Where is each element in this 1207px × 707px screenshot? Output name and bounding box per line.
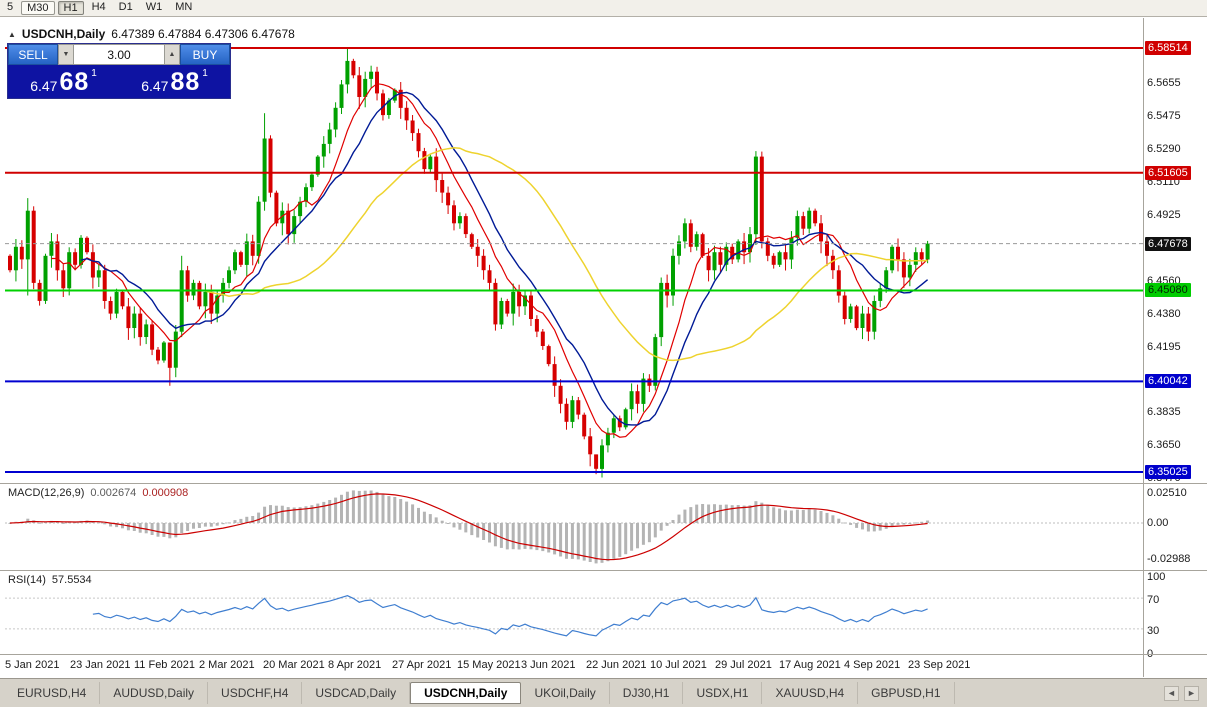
timeframe-button-h4[interactable]: H4 bbox=[91, 1, 106, 13]
sell-price-display[interactable]: 6.47 68 1 bbox=[8, 65, 119, 98]
date-axis-label: 4 Sep 2021 bbox=[844, 659, 901, 671]
chart-ohlc-values: 6.47389 6.47884 6.47306 6.47678 bbox=[111, 27, 295, 41]
price-level-badge: 6.51605 bbox=[1145, 166, 1191, 180]
date-axis-label: 3 Jun 2021 bbox=[521, 659, 576, 671]
rsi-axis-tick: 100 bbox=[1147, 571, 1166, 583]
date-axis-label: 29 Jul 2021 bbox=[715, 659, 772, 671]
tabs-scroll-right-button[interactable]: ► bbox=[1184, 685, 1199, 701]
buy-price-base: 6.47 bbox=[141, 78, 169, 94]
price-axis-tick: 6.4195 bbox=[1147, 341, 1181, 353]
date-axis-label: 5 Jan 2021 bbox=[5, 659, 60, 671]
price-level-badge: 6.40042 bbox=[1145, 374, 1191, 388]
chart-title: ▲ USDCNH,Daily 6.47389 6.47884 6.47306 6… bbox=[8, 27, 295, 41]
macd-main-value: 0.002674 bbox=[90, 487, 137, 499]
date-axis-label: 23 Jan 2021 bbox=[70, 659, 131, 671]
timeframe-button-5[interactable]: 5 bbox=[7, 1, 14, 13]
macd-name: MACD(12,26,9) bbox=[8, 487, 85, 499]
time-axis-separator bbox=[0, 654, 1207, 655]
macd-signal-value: 0.000908 bbox=[142, 487, 189, 499]
volume-input[interactable]: 3.00 bbox=[74, 44, 164, 65]
price-axis-tick: 6.5290 bbox=[1147, 143, 1181, 155]
macd-axis-tick: 0.02510 bbox=[1147, 487, 1187, 499]
timeframe-button-h1[interactable]: H1 bbox=[57, 1, 84, 15]
date-axis-label: 23 Sep 2021 bbox=[908, 659, 971, 671]
tab-xauusd[interactable]: XAUUSD,H4 bbox=[762, 682, 859, 704]
rsi-axis-tick: 70 bbox=[1147, 594, 1160, 606]
chart-symbol-label: USDCNH,Daily bbox=[21, 27, 106, 41]
price-axis-tick: 6.4925 bbox=[1147, 209, 1181, 221]
date-axis-label: 20 Mar 2021 bbox=[263, 659, 325, 671]
tab-ukoil[interactable]: UKOil,Daily bbox=[521, 682, 610, 704]
macd-indicator-label: MACD(12,26,9) 0.002674 0.000908 bbox=[8, 487, 188, 499]
tab-usdx[interactable]: USDX,H1 bbox=[683, 682, 763, 704]
date-axis-label: 10 Jul 2021 bbox=[650, 659, 707, 671]
macd-axis-tick: -0.02988 bbox=[1147, 553, 1191, 565]
date-axis-label: 2 Mar 2021 bbox=[199, 659, 255, 671]
buy-price-pipette: 1 bbox=[202, 68, 208, 79]
price-axis-tick: 6.3650 bbox=[1147, 439, 1181, 451]
tab-dj30[interactable]: DJ30,H1 bbox=[610, 682, 684, 704]
one-click-trading-panel: SELL ▼ 3.00 ▲ BUY 6.47 68 1 6.47 88 1 bbox=[8, 44, 230, 98]
buy-price-pips: 88 bbox=[170, 68, 201, 96]
sell-price-pips: 68 bbox=[59, 68, 90, 96]
symbol-marker-icon[interactable]: ▲ bbox=[8, 29, 16, 39]
price-level-badge: 6.58514 bbox=[1145, 41, 1191, 55]
buy-button[interactable]: BUY bbox=[180, 44, 230, 65]
rsi-panel-separator[interactable] bbox=[0, 570, 1207, 571]
rsi-name: RSI(14) bbox=[8, 574, 46, 586]
tab-gbpusd[interactable]: GBPUSD,H1 bbox=[858, 682, 955, 704]
price-level-badge: 6.35025 bbox=[1145, 465, 1191, 479]
macd-axis-tick: 0.00 bbox=[1147, 517, 1169, 529]
timeframe-toolbar: 5 M30 H1 H4 D1 W1 MN bbox=[0, 0, 1207, 17]
timeframe-button-d1[interactable]: D1 bbox=[118, 1, 133, 13]
tab-strip: EURUSD,H4 AUDUSD,Daily USDCHF,H4 USDCAD,Dai… bbox=[4, 682, 955, 704]
price-axis-tick: 6.5475 bbox=[1147, 110, 1181, 122]
macd-panel-separator[interactable] bbox=[0, 483, 1207, 484]
volume-decrease-button[interactable]: ▼ bbox=[58, 44, 74, 65]
price-axis-tick: 6.4380 bbox=[1147, 308, 1181, 320]
volume-increase-button[interactable]: ▲ bbox=[164, 44, 180, 65]
timeframe-button-w1[interactable]: W1 bbox=[145, 1, 163, 13]
sell-button[interactable]: SELL bbox=[8, 44, 58, 65]
tab-audusd[interactable]: AUDUSD,Daily bbox=[100, 682, 209, 704]
rsi-value: 57.5534 bbox=[51, 574, 92, 586]
tab-usdchf[interactable]: USDCHF,H4 bbox=[208, 682, 303, 704]
axis-separator bbox=[1143, 18, 1144, 677]
date-axis-label: 8 Apr 2021 bbox=[328, 659, 382, 671]
tab-usdcad[interactable]: USDCAD,Daily bbox=[302, 682, 411, 704]
rsi-indicator-label: RSI(14) 57.5534 bbox=[8, 574, 92, 586]
date-axis-label: 11 Feb 2021 bbox=[134, 659, 195, 671]
macd-indicator-canvas[interactable] bbox=[5, 484, 1143, 568]
date-axis-label: 15 May 2021 bbox=[457, 659, 521, 671]
chart-tab-bar: EURUSD,H4 AUDUSD,Daily USDCHF,H4 USDCAD,Dai… bbox=[0, 678, 1207, 707]
date-axis-label: 17 Aug 2021 bbox=[779, 659, 841, 671]
timeframe-button-mn[interactable]: MN bbox=[175, 1, 193, 13]
tab-scroll-arrows: ◄ ► bbox=[1164, 685, 1203, 701]
price-chart-canvas[interactable] bbox=[5, 25, 1143, 483]
price-level-badge: 6.47678 bbox=[1145, 237, 1191, 251]
buy-price-display[interactable]: 6.47 88 1 bbox=[119, 65, 230, 98]
price-axis-tick: 6.3835 bbox=[1147, 406, 1181, 418]
tabs-scroll-left-button[interactable]: ◄ bbox=[1164, 685, 1179, 701]
price-axis-tick: 6.5655 bbox=[1147, 77, 1181, 89]
timeframe-button-m30[interactable]: M30 bbox=[21, 1, 55, 15]
sell-price-pipette: 1 bbox=[91, 68, 97, 79]
tab-eurusd[interactable]: EURUSD,H4 bbox=[4, 682, 101, 704]
date-axis-label: 22 Jun 2021 bbox=[586, 659, 647, 671]
rsi-axis-tick: 30 bbox=[1147, 625, 1160, 637]
tab-usdcnh[interactable]: USDCNH,Daily bbox=[410, 682, 522, 704]
sell-price-base: 6.47 bbox=[30, 78, 58, 94]
rsi-indicator-canvas[interactable] bbox=[5, 571, 1143, 652]
date-axis-label: 27 Apr 2021 bbox=[392, 659, 452, 671]
price-level-badge: 6.45080 bbox=[1145, 283, 1191, 297]
